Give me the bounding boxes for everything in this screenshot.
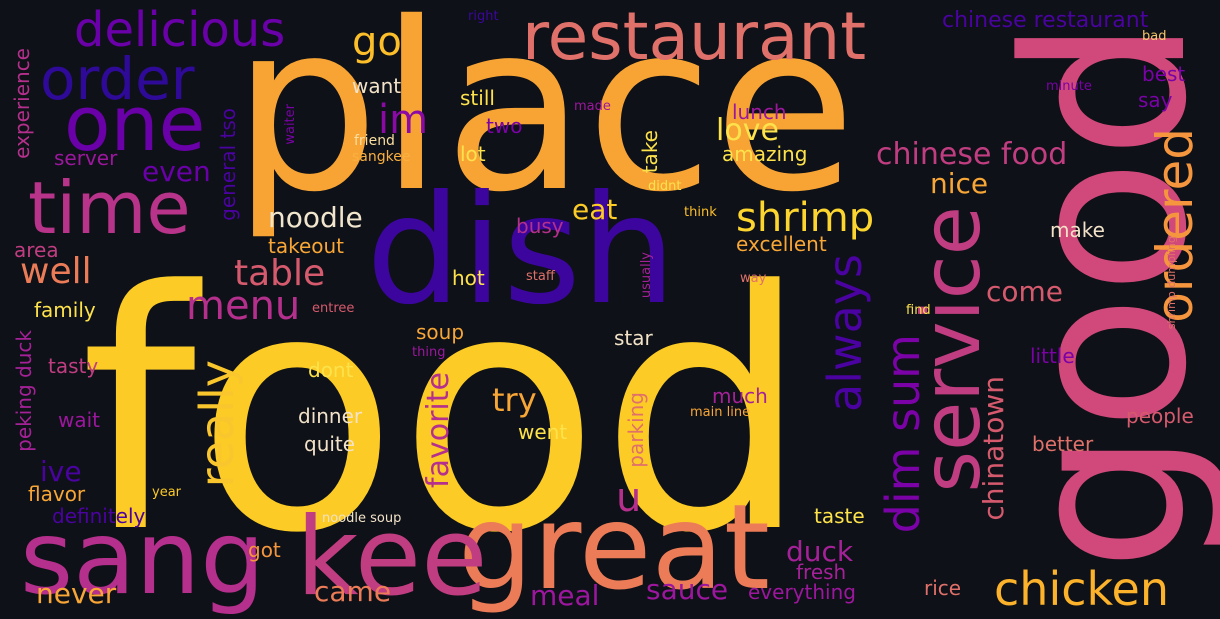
word-general-tso: general tso (216, 108, 240, 221)
word-parking: parking (624, 392, 648, 468)
word-everything: everything (748, 580, 856, 604)
word-dish: dish (366, 164, 677, 338)
word-got: got (248, 538, 281, 562)
word-restaurant: restaurant (522, 0, 867, 75)
word-great: great (458, 478, 770, 616)
word-star: star (614, 326, 653, 350)
word-right: right (468, 9, 499, 24)
word-staff: staff (526, 269, 555, 284)
word-busy: busy (516, 214, 564, 238)
word-little: little (1030, 344, 1075, 368)
word-dinner: dinner (298, 404, 363, 428)
word-made: made (574, 99, 611, 114)
word-best: best (1142, 62, 1186, 86)
word-say: say (1138, 88, 1173, 112)
word-want: want (352, 74, 402, 98)
word-wait: wait (58, 408, 101, 432)
word-definitely: definitely (52, 504, 146, 528)
word-dont: dont (308, 358, 354, 382)
word-come: come (986, 275, 1064, 308)
word-make: make (1050, 218, 1105, 242)
word-much: much (712, 384, 768, 408)
word-area: area (14, 238, 59, 262)
word-time: time (28, 166, 191, 250)
word-entree: entree (312, 301, 355, 316)
word-way: way (740, 271, 767, 286)
word-quite: quite (304, 432, 356, 456)
word-one: one (64, 79, 206, 168)
word-well: well (20, 251, 92, 292)
word-year: year (152, 485, 182, 500)
word-im: im (378, 97, 429, 143)
word-thing: thing (412, 345, 446, 360)
word-even: even (142, 155, 211, 188)
word-meal: meal (530, 579, 600, 612)
word-ive: ive (40, 455, 82, 488)
word-chinese-food: chinese food (876, 137, 1068, 172)
word-table: table (234, 253, 326, 294)
word-still: still (460, 86, 495, 110)
word-place: place (232, 0, 857, 243)
word-peking-duck: peking duck (12, 330, 36, 452)
word-always: always (818, 254, 872, 412)
word-went: went (518, 420, 568, 444)
word-bad: bad (1142, 29, 1167, 44)
word-experience: experience (10, 48, 34, 159)
word-dim-sum: dim sum (876, 334, 930, 534)
word-favorite: favorite (421, 372, 456, 488)
word-sauce: sauce (646, 573, 729, 606)
word-think: think (684, 205, 717, 220)
word-try: try (492, 381, 537, 419)
word-amazing: amazing (722, 142, 808, 166)
word-hot: hot (452, 266, 485, 290)
word-excellent: excellent (736, 232, 827, 256)
word-go: go (352, 19, 402, 65)
word-people: people (1126, 404, 1194, 428)
word-menu: menu (186, 283, 301, 329)
word-chinatown: chinatown (977, 376, 1010, 521)
word-really: really (190, 360, 244, 488)
word-shrimp-dumpling: shrimp dumpling (1165, 236, 1178, 330)
word-family: family (34, 298, 96, 322)
word-soup: soup (416, 320, 465, 344)
word-noodle: noodle (268, 201, 363, 234)
word-main-line: main line (690, 405, 751, 420)
word-love: love (716, 113, 779, 148)
word-lunch: lunch (732, 100, 787, 124)
word-eat: eat (572, 193, 618, 226)
word-find: find (906, 303, 931, 318)
word-chicken: chicken (994, 562, 1169, 616)
word-server: server (54, 146, 118, 170)
word-food: food (80, 221, 810, 605)
word-nice: nice (930, 167, 989, 200)
word-better: better (1032, 432, 1094, 456)
word-didnt: didnt (648, 179, 682, 194)
word-tasty: tasty (48, 354, 99, 378)
word-chinese-restaurant: chinese restaurant (942, 8, 1149, 33)
word-delicious: delicious (74, 2, 286, 58)
word-order: order (40, 45, 195, 113)
word-flavor: flavor (28, 482, 86, 506)
word-friend: friend (354, 133, 395, 149)
word-minute: minute (1046, 79, 1092, 94)
word-shrimp: shrimp (736, 195, 875, 241)
word-two: two (486, 114, 523, 138)
word-came: came (314, 575, 392, 608)
word-u: u (616, 475, 642, 521)
word-sangkee: sangkee (352, 149, 411, 165)
word-duck: duck (786, 535, 854, 568)
word-sang: sang (20, 499, 266, 618)
word-noodle-soup: noodle soup (322, 511, 402, 526)
word-fresh: fresh (796, 560, 847, 584)
word-waiter: waiter (283, 104, 298, 145)
word-takeout: takeout (268, 234, 345, 258)
word-lot: lot (460, 142, 486, 166)
word-kee: kee (296, 495, 488, 619)
word-take: take (638, 130, 662, 174)
word-usually: usually (639, 252, 654, 299)
word-never: never (36, 577, 117, 610)
word-rice: rice (924, 576, 962, 600)
word-taste: taste (814, 504, 865, 528)
